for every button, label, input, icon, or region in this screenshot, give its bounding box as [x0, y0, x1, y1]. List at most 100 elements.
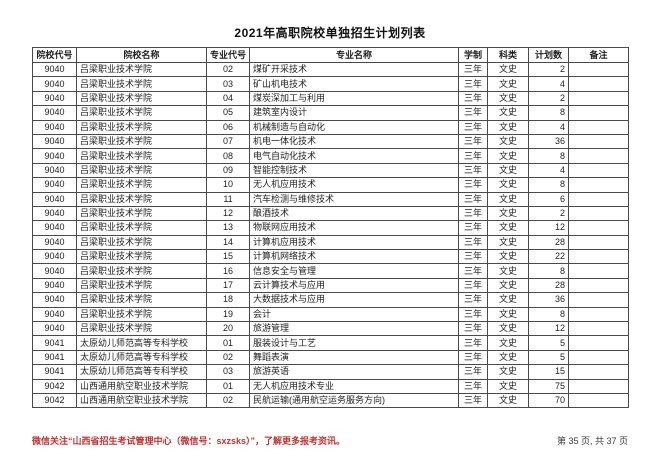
table-row: 9040 吕梁职业技术学院 07 机电一体化技术 三年 文史 36	[32, 133, 629, 150]
major-name-cell: 煤炭深加工与利用	[249, 90, 459, 107]
college-code-cell: 9040	[32, 162, 77, 179]
major-code-cell: 08	[206, 148, 250, 164]
college-code-cell: 9040	[32, 234, 77, 251]
major-name-cell: 机电一体化技术	[249, 133, 459, 150]
note-cell	[568, 263, 629, 279]
plan-count-cell: 2	[528, 61, 569, 78]
table-row: 9040 吕梁职业技术学院 14 计算机应用技术 三年 文史 28	[32, 234, 629, 251]
college-name-cell: 吕梁职业技术学院	[76, 90, 207, 107]
major-code-cell: 14	[206, 234, 250, 251]
note-cell	[568, 392, 629, 409]
category-cell: 文史	[487, 177, 529, 193]
note-cell	[568, 191, 629, 207]
college-name-cell: 山西通用航空职业技术学院	[76, 378, 207, 394]
college-code-cell: 9041	[32, 335, 77, 351]
note-cell	[568, 76, 629, 92]
note-cell	[568, 105, 629, 121]
category-cell: 文史	[487, 148, 529, 164]
category-cell: 文史	[487, 119, 529, 135]
duration-cell: 三年	[458, 277, 488, 294]
major-code-cell: 16	[206, 263, 250, 279]
college-name-cell: 吕梁职业技术学院	[76, 191, 207, 207]
table-row: 9042 山西通用航空职业技术学院 01 无人机应用技术专业 三年 文史 75	[32, 378, 629, 394]
header-major-code: 专业代号	[206, 47, 250, 63]
plan-count-cell: 2	[528, 90, 569, 107]
major-name-cell: 信息安全与管理	[249, 263, 459, 279]
college-name-cell: 吕梁职业技术学院	[76, 249, 207, 265]
college-name-cell: 吕梁职业技术学院	[76, 162, 207, 179]
plan-count-cell: 12	[528, 220, 569, 236]
category-cell: 文史	[487, 292, 529, 308]
category-cell: 文史	[487, 162, 529, 179]
table-row: 9040 吕梁职业技术学院 08 电气自动化技术 三年 文史 8	[32, 148, 629, 164]
college-code-cell: 9041	[32, 349, 77, 366]
college-code-cell: 9040	[32, 306, 77, 323]
table-row: 9040 吕梁职业技术学院 04 煤炭深加工与利用 三年 文史 2	[32, 90, 629, 107]
note-cell	[568, 205, 629, 222]
header-college-name: 院校名称	[76, 47, 207, 63]
duration-cell: 三年	[458, 364, 488, 380]
category-cell: 文史	[487, 133, 529, 150]
major-name-cell: 智能控制技术	[249, 162, 459, 179]
college-name-cell: 吕梁职业技术学院	[76, 133, 207, 150]
plan-count-cell: 5	[528, 349, 569, 366]
note-cell	[568, 61, 629, 78]
duration-cell: 三年	[458, 220, 488, 236]
college-name-cell: 吕梁职业技术学院	[76, 119, 207, 135]
table-row: 9040 吕梁职业技术学院 02 煤矿开采技术 三年 文史 2	[32, 61, 629, 78]
major-name-cell: 旅游英语	[249, 364, 459, 380]
category-cell: 文史	[487, 378, 529, 394]
major-name-cell: 电气自动化技术	[249, 148, 459, 164]
major-code-cell: 18	[206, 292, 250, 308]
major-code-cell: 15	[206, 249, 250, 265]
college-code-cell: 9040	[32, 263, 77, 279]
major-name-cell: 无人机应用技术	[249, 177, 459, 193]
major-code-cell: 02	[206, 61, 250, 78]
note-cell	[568, 335, 629, 351]
duration-cell: 三年	[458, 335, 488, 351]
college-code-cell: 9042	[32, 392, 77, 409]
category-cell: 文史	[487, 364, 529, 380]
table-row: 9040 吕梁职业技术学院 13 物联网应用技术 三年 文史 12	[32, 220, 629, 236]
plan-count-cell: 4	[528, 76, 569, 92]
table-row: 9040 吕梁职业技术学院 17 云计算技术与应用 三年 文史 28	[32, 277, 629, 294]
note-cell	[568, 249, 629, 265]
duration-cell: 三年	[458, 306, 488, 323]
major-code-cell: 19	[206, 306, 250, 323]
major-name-cell: 舞蹈表演	[249, 349, 459, 366]
duration-cell: 三年	[458, 61, 488, 78]
college-code-cell: 9040	[32, 105, 77, 121]
note-cell	[568, 234, 629, 251]
table-row: 9041 太原幼儿师范高等专科学校 02 舞蹈表演 三年 文史 5	[32, 349, 629, 366]
college-name-cell: 太原幼儿师范高等专科学校	[76, 335, 207, 351]
duration-cell: 三年	[458, 263, 488, 279]
college-name-cell: 太原幼儿师范高等专科学校	[76, 349, 207, 366]
header-college-code: 院校代号	[32, 47, 77, 63]
table-row: 9040 吕梁职业技术学院 15 计算机网络技术 三年 文史 22	[32, 249, 629, 265]
duration-cell: 三年	[458, 148, 488, 164]
category-cell: 文史	[487, 205, 529, 222]
duration-cell: 三年	[458, 177, 488, 193]
table-row: 9040 吕梁职业技术学院 09 智能控制技术 三年 文史 4	[32, 162, 629, 179]
college-name-cell: 山西通用航空职业技术学院	[76, 392, 207, 409]
note-cell	[568, 378, 629, 394]
college-code-cell: 9040	[32, 148, 77, 164]
note-cell	[568, 321, 629, 337]
note-cell	[568, 349, 629, 366]
header-category: 科类	[487, 47, 529, 63]
college-code-cell: 9040	[32, 61, 77, 78]
major-code-cell: 12	[206, 205, 250, 222]
major-name-cell: 建筑室内设计	[249, 105, 459, 121]
note-cell	[568, 148, 629, 164]
duration-cell: 三年	[458, 119, 488, 135]
college-code-cell: 9040	[32, 76, 77, 92]
college-code-cell: 9041	[32, 364, 77, 380]
major-code-cell: 07	[206, 133, 250, 150]
footer-page-number: 第 35 页, 共 37 页	[556, 436, 628, 446]
table-row: 9041 太原幼儿师范高等专科学校 01 服装设计与工艺 三年 文史 5	[32, 335, 629, 351]
major-name-cell: 计算机应用技术	[249, 234, 459, 251]
table-row: 9040 吕梁职业技术学院 18 大数据技术与应用 三年 文史 36	[32, 292, 629, 308]
college-name-cell: 吕梁职业技术学院	[76, 306, 207, 323]
plan-count-cell: 28	[528, 277, 569, 294]
note-cell	[568, 277, 629, 294]
